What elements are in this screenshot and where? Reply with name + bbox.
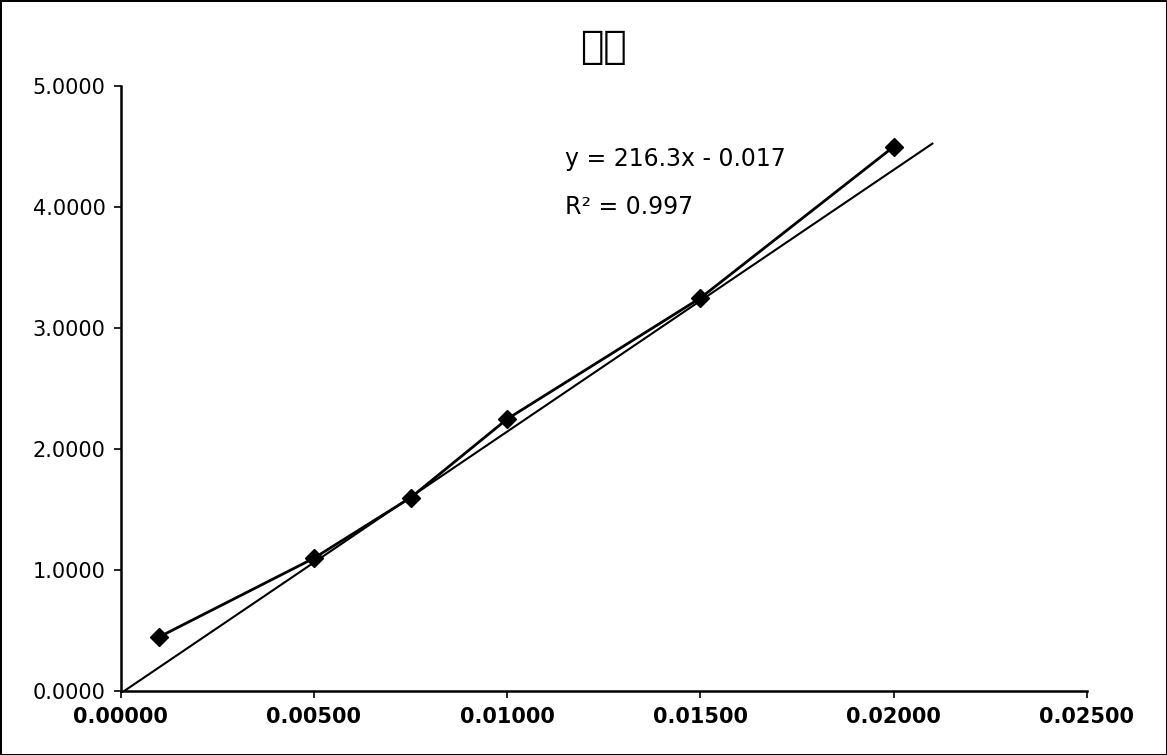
- Text: R² = 0.997: R² = 0.997: [565, 196, 693, 219]
- Title: 线性: 线性: [580, 29, 627, 66]
- Text: y = 216.3x - 0.017: y = 216.3x - 0.017: [565, 147, 785, 171]
